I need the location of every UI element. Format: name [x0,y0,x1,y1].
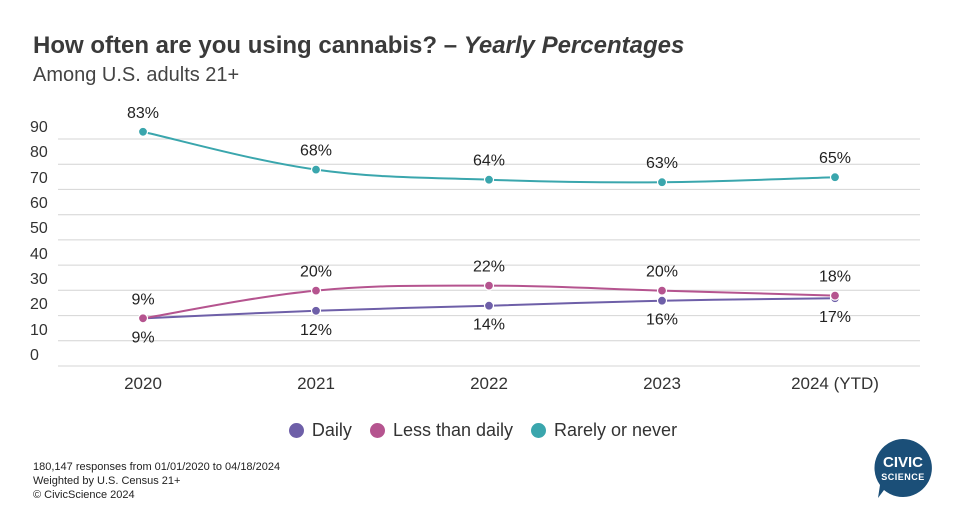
y-tick-label: 10 [30,322,48,339]
y-tick-label: 30 [30,271,48,288]
data-point-daily [483,300,495,311]
x-tick-label: 2024 (YTD) [791,374,879,393]
legend-swatch-rarely-or-never [531,423,547,438]
legend-label-less-than-daily: Less than daily [392,420,514,440]
y-tick-label: 90 [30,119,48,136]
line-chart: 0 10 20 30 40 50 60 70 80 90 2020 2021 2022 2023 2024 … [30,105,920,393]
data-label-less-than-daily: 22% [473,259,505,276]
footer-responses: 180,147 responses from 01/01/2020 to 04/… [33,461,281,473]
data-point-daily [310,305,322,316]
y-tick-label: 70 [30,170,48,187]
y-tick-label: 60 [30,195,48,212]
data-label-daily: 9% [131,329,154,346]
footer-copyright: © CivicScience 2024 [33,489,135,501]
data-point-daily [656,295,668,306]
data-label-daily: 17% [819,309,851,326]
data-point-rarely-or-never [483,174,495,185]
legend-label-rarely-or-never: Rarely or never [554,420,678,440]
data-label-rarely-or-never: 68% [300,143,332,160]
x-tick-label: 2021 [297,374,335,393]
data-point-less-than-daily [483,280,495,291]
logo-bubble-icon [874,439,932,498]
chart-legend: Daily Less than daily Rarely or never [0,420,966,441]
data-point-rarely-or-never [137,126,149,137]
x-tick-label: 2023 [643,374,681,393]
data-label-less-than-daily: 18% [819,269,851,286]
y-tick-label: 80 [30,144,48,161]
civicscience-logo: CIVIC SCIENCE [872,438,934,500]
x-tick-label: 2020 [124,374,162,393]
legend-item-less-than-daily[interactable]: Less than daily [369,420,514,441]
data-label-daily: 16% [646,312,678,329]
data-label-daily: 14% [473,317,505,334]
logo-text-civic: CIVIC [882,454,923,471]
data-label-less-than-daily: 20% [646,264,678,281]
legend-item-rarely-or-never[interactable]: Rarely or never [531,420,677,441]
chart-subtitle: Among U.S. adults 21+ [33,64,240,86]
data-point-rarely-or-never [829,172,841,183]
chart-title: How often are you using cannabis? – Year… [33,32,684,60]
title-emphasis: Yearly Percentages [463,32,685,59]
data-point-less-than-daily [829,290,841,301]
data-point-less-than-daily [656,285,668,296]
legend-label-daily: Daily [311,420,352,440]
footer-weighting: Weighted by U.S. Census 21+ [33,475,181,487]
logo-text-science: SCIENCE [881,472,925,482]
y-tick-label: 50 [30,220,48,237]
data-label-rarely-or-never: 64% [473,153,505,170]
data-label-rarely-or-never: 83% [127,105,159,122]
footer-notes: 180,147 responses from 01/01/2020 to 04/… [33,460,280,502]
legend-item-daily[interactable]: Daily [288,420,352,441]
data-label-less-than-daily: 9% [131,291,154,308]
data-point-rarely-or-never [310,164,322,175]
x-tick-label: 2022 [470,374,508,393]
y-tick-label: 0 [30,347,39,364]
data-label-less-than-daily: 20% [300,264,332,281]
legend-swatch-daily [288,423,304,438]
data-label-rarely-or-never: 65% [819,150,851,167]
legend-swatch-less-than-daily [369,423,385,438]
data-point-rarely-or-never [656,177,668,188]
data-point-less-than-daily [137,313,149,324]
data-label-rarely-or-never: 63% [646,155,678,172]
data-point-less-than-daily [310,285,322,296]
y-tick-label: 20 [30,296,48,313]
data-label-daily: 12% [300,322,332,339]
y-tick-label: 40 [30,246,48,263]
title-main: How often are you using cannabis? – [33,32,464,59]
